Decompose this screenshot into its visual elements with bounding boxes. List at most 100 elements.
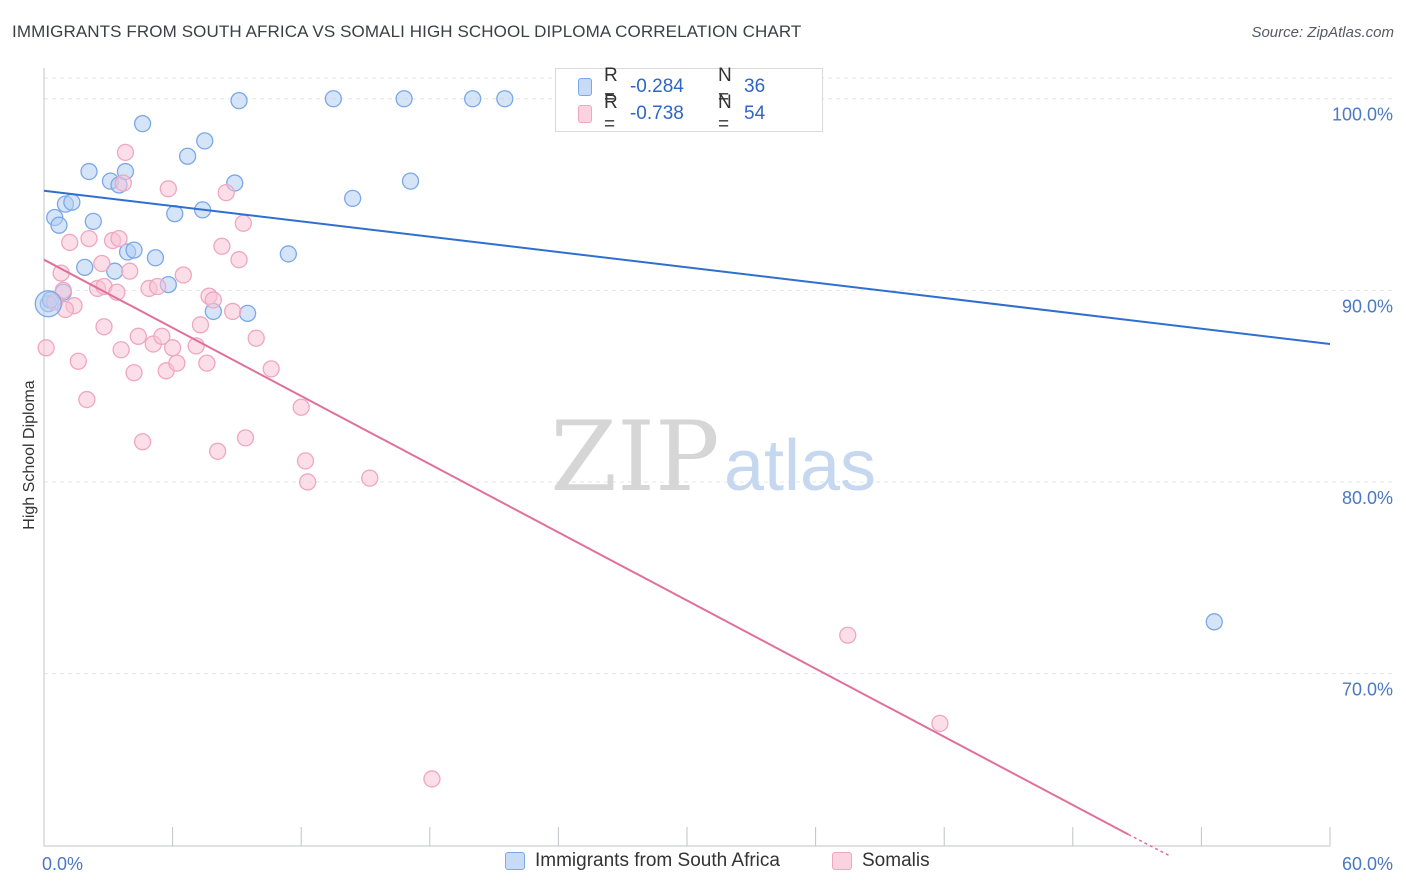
scatter-point <box>52 264 70 282</box>
scatter-point <box>116 143 135 162</box>
axes <box>43 68 1331 847</box>
scatter-point <box>401 172 420 190</box>
scatter-point <box>50 216 68 234</box>
scatter-point <box>395 90 413 108</box>
scatter-point <box>133 114 152 133</box>
scatter-point <box>230 92 248 110</box>
scatter-point <box>76 258 94 277</box>
scatter-point <box>133 433 152 451</box>
scatter-point <box>163 339 182 357</box>
legend-row-somalis: R = -0.738 N = 54 <box>578 92 822 135</box>
scatter-point <box>208 442 227 460</box>
legend-r-label: R = <box>603 65 618 108</box>
scatter-point <box>496 90 514 108</box>
scatter-point <box>54 281 72 299</box>
scatter-point <box>839 626 857 644</box>
scatter-point <box>168 354 186 372</box>
stats-legend: R = -0.284 N = 36 R = -0.738 N = 54 <box>555 65 823 135</box>
scatter-point <box>178 147 197 165</box>
scatter-point <box>464 90 482 108</box>
scatter-point <box>110 229 128 248</box>
scatter-point <box>78 390 96 409</box>
scatter-point <box>84 212 102 231</box>
x-tick-label: 0.0% <box>42 854 83 874</box>
series-legend-swatch-blue <box>505 852 525 870</box>
scatter-point <box>423 770 441 788</box>
scatter-point <box>247 329 265 347</box>
scatter-point <box>95 318 113 336</box>
scatter-point <box>191 316 210 334</box>
legend-row-south-africa: R = -0.284 N = 36 <box>578 65 822 108</box>
scatter-point <box>80 162 98 181</box>
scatter-point <box>174 266 192 284</box>
scatter-point <box>148 277 167 296</box>
scatter-point <box>34 290 62 318</box>
scatter-point <box>324 90 343 108</box>
points-layer <box>34 90 1223 788</box>
chart-source: Source: ZipAtlas.com <box>1251 24 1394 41</box>
trend-layer <box>43 189 1331 857</box>
legend-n-label: N = <box>717 65 732 108</box>
series-legend-label: Somalis <box>862 850 930 871</box>
trend-line-extension <box>1128 833 1170 857</box>
scatter-point <box>80 229 98 248</box>
gridlines <box>44 77 1392 675</box>
scatter-point <box>159 180 177 198</box>
scatter-point <box>93 254 111 273</box>
legend-r-label: R = <box>603 92 618 135</box>
scatter-point <box>343 189 362 208</box>
scatter-point <box>146 249 165 267</box>
scatter-point <box>125 364 143 382</box>
series-legend-label: Immigrants from South Africa <box>535 850 780 871</box>
scatter-point <box>114 174 132 192</box>
scatter-point <box>112 341 130 359</box>
legend-r-value: -0.738 <box>629 103 684 124</box>
scatter-point <box>1205 613 1223 631</box>
legend-swatch-pink <box>578 105 592 123</box>
scatter-point <box>63 193 81 211</box>
legend-swatch-blue <box>578 78 592 96</box>
scatter-point <box>296 452 315 470</box>
y-tick-label: 70.0% <box>1342 680 1393 700</box>
tick-labels: 70.0% 80.0% 90.0% 100.0% 0.0% 60.0% <box>42 105 1393 874</box>
legend-n-value: 54 <box>744 103 766 124</box>
scatter-point <box>213 237 231 255</box>
scatter-point <box>223 302 242 321</box>
trend-line <box>43 258 1129 836</box>
scatter-point <box>279 245 297 263</box>
legend-r-value: -0.284 <box>629 76 684 97</box>
watermark-atlas: atlas <box>724 426 876 506</box>
series-legend: Immigrants from South Africa Somalis <box>0 850 1406 880</box>
legend-n-label: N = <box>717 92 732 135</box>
scatter-point <box>204 291 222 309</box>
scatter-point <box>234 214 252 232</box>
scatter-point <box>298 473 317 491</box>
scatter-point <box>931 714 949 733</box>
scatter-point <box>236 429 255 447</box>
scatter-point <box>361 469 379 487</box>
trend-line <box>43 189 1331 345</box>
watermark: ZIP atlas <box>550 401 876 513</box>
y-axis-label: High School Diploma <box>21 380 38 530</box>
scatter-point <box>196 132 214 150</box>
scatter-point <box>217 183 235 202</box>
y-tick-label: 90.0% <box>1342 296 1393 316</box>
chart-title: IMMIGRANTS FROM SOUTH AFRICA VS SOMALI H… <box>12 22 802 41</box>
scatter-point <box>198 354 216 372</box>
scatter-point <box>230 251 248 269</box>
series-legend-south-africa[interactable]: Immigrants from South Africa <box>505 850 780 872</box>
scatter-point <box>166 205 184 223</box>
scatter-point <box>262 360 280 378</box>
series-legend-somalis[interactable]: Somalis <box>832 850 930 872</box>
legend-n-value: 36 <box>744 76 766 97</box>
scatter-point <box>125 241 143 259</box>
scatter-point <box>238 304 257 322</box>
y-tick-label: 80.0% <box>1342 488 1393 508</box>
watermark-zip: ZIP <box>550 401 719 513</box>
scatter-point <box>292 398 310 416</box>
x-tick-label: 60.0% <box>1342 854 1393 874</box>
scatter-point <box>61 233 79 252</box>
y-tick-label: 100.0% <box>1332 105 1393 125</box>
scatter-point <box>153 327 171 345</box>
